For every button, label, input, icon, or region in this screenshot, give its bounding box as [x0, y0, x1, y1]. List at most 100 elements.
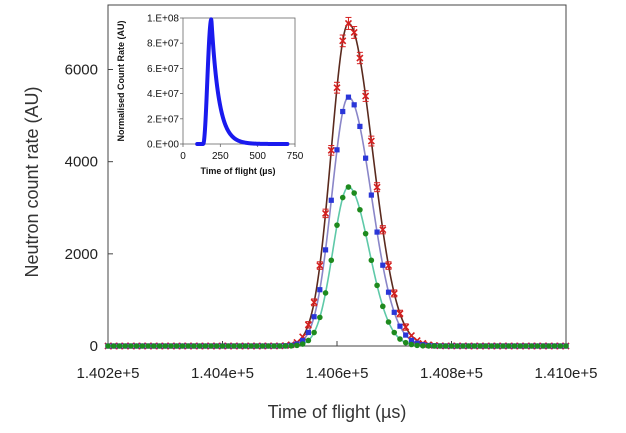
- main-point-2: [311, 329, 317, 336]
- main-point-2: [208, 343, 214, 349]
- inset-y-tick-label: 0.E+00: [147, 140, 179, 151]
- main-point-2: [151, 343, 157, 349]
- inset-data-series: [195, 17, 290, 146]
- main-point-2: [523, 343, 529, 349]
- main-point-2: [488, 343, 495, 349]
- main-point-2: [110, 343, 117, 349]
- main-point-2: [420, 342, 426, 349]
- main-point-1: [368, 192, 374, 198]
- main-point-2: [334, 222, 340, 228]
- main-point-2: [362, 230, 369, 237]
- main-point-2: [236, 343, 243, 349]
- inset-y-tick-label: 8.E+07: [147, 39, 179, 50]
- main-point-2: [397, 336, 403, 342]
- main-x-tick-label: 1.408e+5: [420, 365, 483, 382]
- main-point-2: [213, 343, 220, 349]
- main-point-0: [402, 323, 410, 331]
- main-point-2: [517, 343, 523, 349]
- main-x-tick-label: 1.410e+5: [535, 365, 598, 382]
- main-point-2: [288, 343, 295, 349]
- main-point-0: [384, 262, 393, 270]
- main-point-2: [374, 282, 380, 289]
- main-point-2: [402, 339, 409, 346]
- main-point-2: [345, 184, 352, 190]
- main-point-2: [368, 257, 375, 264]
- main-point-2: [133, 343, 140, 349]
- main-point-1: [403, 332, 409, 338]
- main-point-0: [316, 262, 324, 270]
- main-point-2: [380, 303, 386, 310]
- inset-y-tick-label: 4.E+07: [147, 89, 179, 100]
- inset-x-tick-label: 750: [287, 151, 304, 162]
- main-point-2: [105, 343, 111, 349]
- main-point-2: [145, 343, 151, 349]
- main-point-1: [351, 102, 357, 108]
- main-point-2: [294, 342, 300, 349]
- main-point-2: [385, 319, 392, 325]
- main-point-2: [328, 257, 335, 264]
- main-point-2: [534, 343, 541, 349]
- main-point-2: [465, 343, 472, 349]
- main-point-0: [362, 92, 370, 100]
- main-point-2: [173, 343, 180, 349]
- main-data-points: [104, 16, 570, 350]
- main-point-2: [265, 343, 272, 349]
- main-point-2: [431, 343, 438, 349]
- main-x-tick-label: 1.404e+5: [191, 365, 254, 382]
- main-point-2: [494, 343, 501, 349]
- main-y-tick-label: 0: [90, 338, 98, 355]
- main-point-0: [310, 298, 318, 306]
- main-y-tick-label: 4000: [65, 154, 98, 171]
- main-point-1: [374, 229, 380, 235]
- main-point-2: [299, 341, 306, 347]
- main-x-axis-label: Time of flight (µs): [268, 402, 407, 422]
- main-point-0: [304, 321, 312, 329]
- main-point-1: [380, 262, 386, 268]
- main-point-2: [351, 190, 357, 196]
- inset-plot-area: [182, 17, 296, 145]
- main-y-axis-label: Neutron count rate (AU): [22, 86, 42, 277]
- main-point-0: [327, 146, 335, 154]
- main-point-0: [367, 137, 375, 145]
- main-point-2: [528, 343, 535, 349]
- main-point-1: [408, 337, 415, 343]
- inset-y-tick-label: 2.E+07: [147, 114, 179, 125]
- main-point-2: [500, 343, 506, 349]
- main-x-tick-label: 1.402e+5: [77, 365, 140, 382]
- main-point-0: [356, 54, 364, 62]
- main-point-2: [139, 343, 146, 349]
- main-point-2: [483, 343, 489, 349]
- main-point-2: [357, 206, 363, 213]
- main-point-2: [259, 343, 266, 349]
- main-point-1: [357, 123, 363, 130]
- main-point-1: [345, 94, 352, 100]
- inset-x-tick-label: 0: [180, 151, 186, 162]
- main-point-2: [162, 343, 169, 349]
- main-point-2: [191, 343, 197, 349]
- main-point-2: [454, 343, 461, 349]
- main-point-0: [407, 331, 415, 340]
- main-point-2: [168, 343, 174, 349]
- main-point-2: [477, 343, 483, 349]
- main-point-0: [396, 309, 404, 318]
- main-point-2: [563, 343, 569, 349]
- main-point-2: [271, 343, 277, 349]
- main-point-2: [128, 343, 134, 349]
- main-point-1: [363, 155, 369, 161]
- main-point-0: [333, 84, 341, 92]
- main-point-1: [397, 323, 403, 329]
- main-point-2: [511, 343, 518, 349]
- main-point-2: [196, 343, 203, 349]
- main-x-tick-label: 1.406e+5: [306, 365, 369, 382]
- main-point-2: [471, 343, 478, 349]
- main-point-2: [408, 341, 415, 348]
- inset-x-tick-label: 250: [212, 151, 229, 162]
- main-point-1: [311, 314, 317, 320]
- main-point-2: [305, 337, 312, 344]
- main-point-1: [322, 247, 329, 253]
- main-point-2: [540, 343, 546, 349]
- main-point-1: [328, 197, 334, 203]
- main-point-2: [276, 343, 283, 349]
- main-point-2: [460, 343, 466, 349]
